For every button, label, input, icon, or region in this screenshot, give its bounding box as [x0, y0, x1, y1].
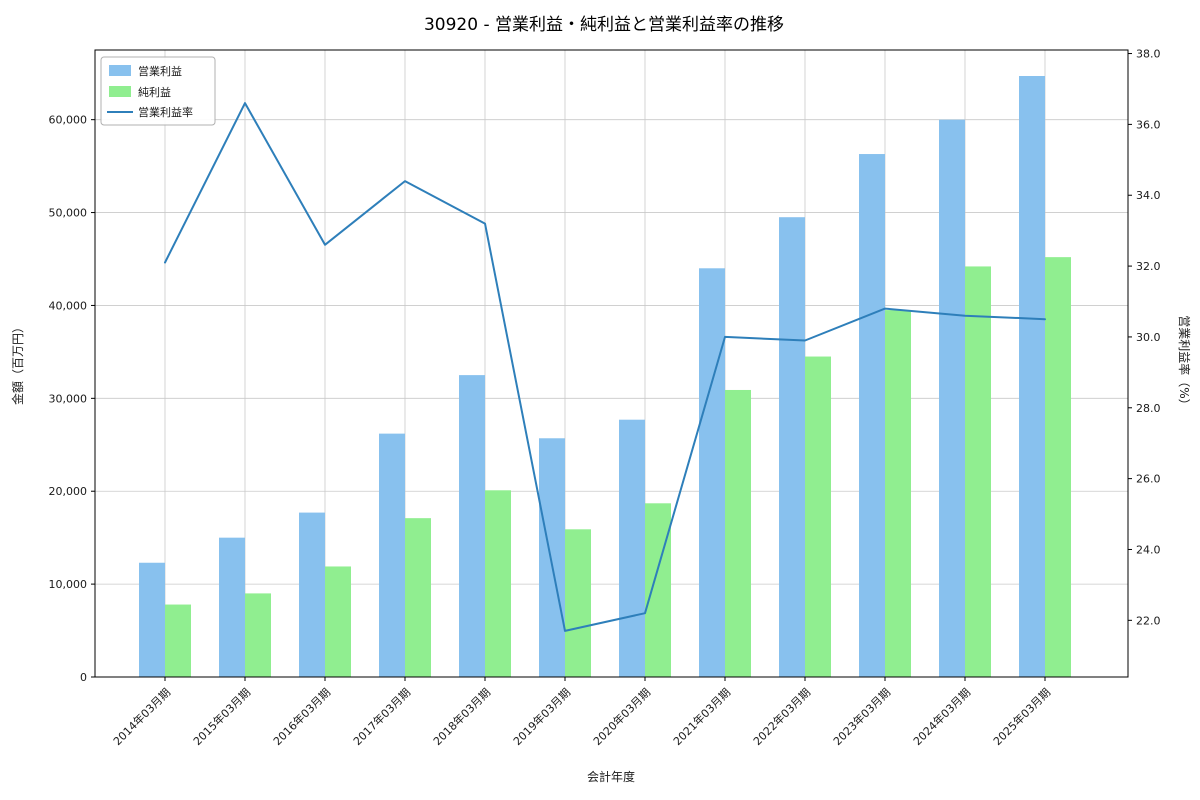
bar-net-profit — [885, 310, 911, 677]
y-right-tick-label: 26.0 — [1136, 473, 1161, 486]
y-right-tick-label: 30.0 — [1136, 331, 1161, 344]
bar-operating-profit — [859, 154, 885, 678]
bar-net-profit — [805, 356, 831, 677]
y-right-tick-label: 34.0 — [1136, 189, 1161, 202]
y-axis-title-right: 営業利益率（%） — [1177, 315, 1192, 410]
y-right-tick-label: 22.0 — [1136, 614, 1161, 627]
legend-swatch-operating-profit — [109, 65, 131, 76]
x-tick-label: 2022年03月期 — [750, 685, 813, 748]
bar-operating-profit — [939, 119, 965, 677]
y-left-tick-label: 20,000 — [49, 485, 88, 498]
bar-operating-profit — [619, 419, 645, 677]
legend-label-operating-margin: 営業利益率 — [138, 105, 193, 119]
x-axis-title: 会計年度 — [587, 769, 635, 784]
bar-operating-profit — [539, 438, 565, 677]
x-tick-label: 2014年03月期 — [110, 685, 173, 748]
bar-operating-profit — [379, 433, 405, 677]
bar-operating-profit — [699, 268, 725, 677]
bar-operating-profit — [139, 562, 165, 677]
bar-operating-profit — [459, 375, 485, 677]
bar-net-profit — [1045, 257, 1071, 677]
x-tick-label: 2025年03月期 — [990, 685, 1053, 748]
legend-label-net-profit: 純利益 — [138, 85, 171, 99]
bar-net-profit — [165, 604, 191, 677]
y-left-tick-label: 30,000 — [49, 392, 88, 405]
plot-frame — [94, 49, 1129, 678]
x-tick-label: 2019年03月期 — [510, 685, 573, 748]
x-tick-label: 2015年03月期 — [190, 685, 253, 748]
y-left-tick-label: 0 — [80, 671, 87, 684]
bar-net-profit — [725, 389, 751, 677]
x-tick-label: 2020年03月期 — [590, 685, 653, 748]
y-left-tick-label: 10,000 — [49, 578, 88, 591]
x-tick-label: 2017年03月期 — [350, 685, 413, 748]
line-operating-margin — [164, 102, 1046, 632]
bar-net-profit — [965, 266, 991, 677]
y-right-tick-label: 28.0 — [1136, 402, 1161, 415]
y-left-tick-label: 60,000 — [49, 114, 88, 127]
y-left-tick-label: 40,000 — [49, 299, 88, 312]
y-right-tick-label: 38.0 — [1136, 48, 1161, 61]
x-tick-label: 2016年03月期 — [270, 685, 333, 748]
legend-swatch-net-profit — [109, 86, 131, 97]
bar-operating-profit — [219, 537, 245, 677]
bar-operating-profit — [299, 512, 325, 677]
bar-net-profit — [645, 503, 671, 677]
bar-net-profit — [565, 529, 591, 677]
chart-title: 30920 - 営業利益・純利益と営業利益率の推移 — [424, 15, 784, 35]
bar-net-profit — [325, 566, 351, 677]
bar-net-profit — [245, 593, 271, 677]
bars-layer — [139, 76, 1071, 678]
x-tick-label: 2024年03月期 — [910, 685, 973, 748]
y-right-tick-label: 36.0 — [1136, 118, 1161, 131]
x-tick-label: 2018年03月期 — [430, 685, 493, 748]
y-left-tick-label: 50,000 — [49, 207, 88, 220]
bar-operating-profit — [1019, 76, 1045, 677]
line-layer — [164, 102, 1046, 632]
bar-net-profit — [485, 490, 511, 677]
legend-label-operating-profit: 営業利益 — [138, 64, 182, 78]
x-tick-label: 2023年03月期 — [830, 685, 893, 748]
x-tick-label: 2021年03月期 — [670, 685, 733, 748]
y-right-tick-label: 24.0 — [1136, 543, 1161, 556]
legend: 営業利益 純利益 営業利益率 — [100, 56, 216, 126]
y-right-tick-label: 32.0 — [1136, 260, 1161, 273]
bar-operating-profit — [779, 217, 805, 677]
axes-layer: 0 10,000 20,000 30,000 40,000 50,000 60,000 22.… — [49, 48, 1161, 749]
y-axis-title-left: 金額（百万円） — [10, 321, 25, 405]
bar-net-profit — [405, 518, 431, 677]
